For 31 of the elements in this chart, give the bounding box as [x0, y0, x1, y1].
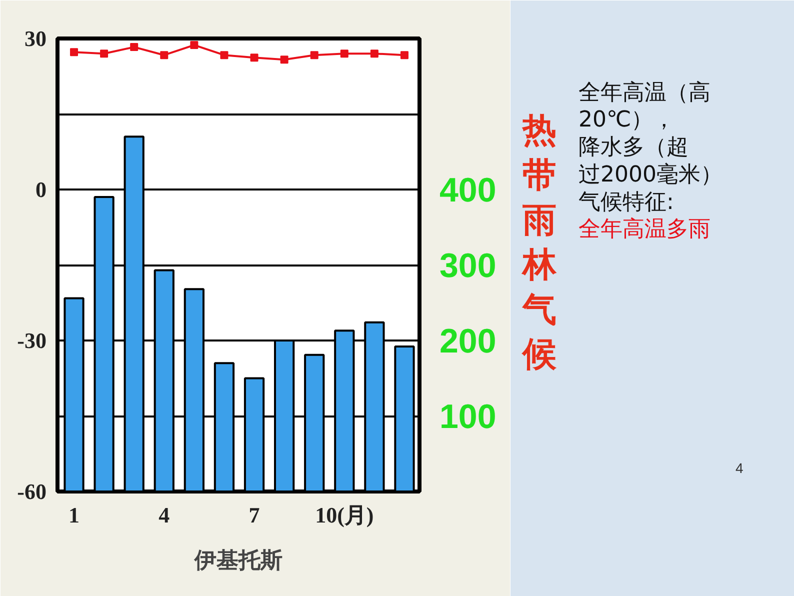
point	[220, 51, 228, 60]
y2-tick-label: 200	[440, 322, 496, 360]
point	[250, 54, 258, 62]
x-tick-label: 7	[248, 502, 260, 528]
y2-tick-label: 300	[440, 247, 496, 285]
point	[280, 56, 288, 64]
point	[130, 43, 138, 52]
point	[190, 41, 198, 50]
point	[160, 51, 168, 60]
text: 气候特征:	[578, 190, 674, 215]
y2-tick-label: 100	[440, 398, 496, 436]
y2-tick-label: 400	[440, 172, 496, 210]
y-tick-label: -30	[17, 328, 46, 353]
x-axis-title: 伊基托斯	[194, 548, 282, 574]
text: 降水多（超过2000毫米）	[578, 135, 722, 188]
text: 全年高温多雨	[578, 217, 710, 242]
y-tick-label: -60	[17, 479, 46, 504]
text: 4	[736, 460, 744, 476]
point	[310, 51, 318, 60]
point	[370, 50, 378, 58]
y-tick-label: 30	[24, 26, 46, 51]
point	[340, 50, 348, 58]
x-tick-label: 4	[158, 502, 170, 528]
point	[70, 48, 78, 56]
x-tick-label: 10(月)	[315, 502, 374, 528]
point	[100, 50, 108, 58]
x-tick-label: 1	[68, 502, 80, 528]
y-tick-label: 0	[36, 177, 46, 202]
point	[400, 51, 408, 60]
text: 全年高温（高20℃），	[578, 80, 710, 133]
text: 热带雨林气候	[520, 110, 558, 375]
